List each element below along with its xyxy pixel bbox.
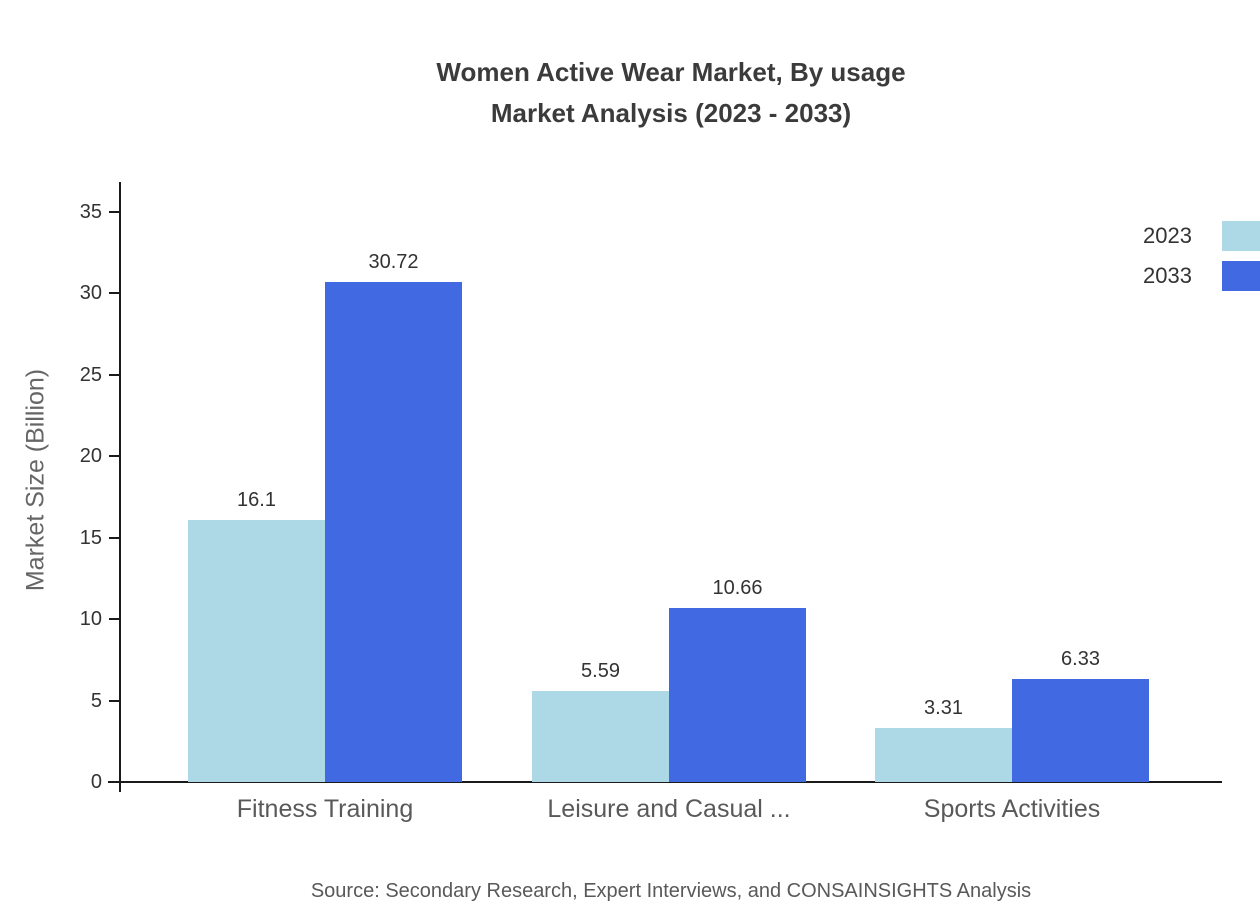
bar-2023-category-1 xyxy=(532,690,669,782)
bar-value-label: 5.59 xyxy=(581,659,620,682)
chart-title-line1: Women Active Wear Market, By usage xyxy=(436,57,906,87)
x-axis-category-label: Leisure and Casual ... xyxy=(547,795,791,823)
legend-label: 2033 xyxy=(1143,263,1192,288)
bar-2033-category-1 xyxy=(669,608,806,782)
x-axis-category-label: Fitness Training xyxy=(236,795,414,823)
chart-title: Women Active Wear Market, By usage Marke… xyxy=(120,52,1222,134)
y-tick-label: 15 xyxy=(79,526,102,549)
y-tick-mark xyxy=(109,211,120,213)
plot-area: 16.1 30.72 5.59 10.66 3.31 6.33 xyxy=(120,212,1222,782)
bar-value-label: 3.31 xyxy=(924,697,963,720)
y-tick-label: 20 xyxy=(79,445,102,468)
bar-2033-category-2 xyxy=(1012,678,1149,782)
bar-value-label: 10.66 xyxy=(712,577,763,600)
bar-value-label: 30.72 xyxy=(368,250,419,273)
y-tick-label: 0 xyxy=(90,771,102,793)
y-tick-mark xyxy=(109,536,120,539)
y-tick-label: 10 xyxy=(79,608,102,631)
y-tick-label: 25 xyxy=(79,363,102,386)
legend-swatch xyxy=(1222,261,1260,291)
y-tick-label: 30 xyxy=(79,282,102,305)
legend: 2023 2033 xyxy=(1143,221,1260,301)
x-axis-category-label: Sports Activities xyxy=(923,795,1101,823)
legend-item-2023: 2023 xyxy=(1143,221,1260,251)
bar-2033-category-0 xyxy=(325,281,462,782)
bar-value-label: 16.1 xyxy=(237,488,276,511)
x-axis-line xyxy=(108,781,1222,783)
y-tick-mark xyxy=(109,618,120,621)
y-axis-line xyxy=(119,182,121,792)
bar-2023-category-0 xyxy=(188,519,325,782)
y-tick-mark xyxy=(109,781,120,783)
y-tick-label: 35 xyxy=(79,201,102,223)
legend-label: 2023 xyxy=(1143,223,1192,248)
y-tick-label: 5 xyxy=(90,689,102,712)
bar-value-label: 6.33 xyxy=(1061,647,1100,670)
legend-swatch xyxy=(1222,221,1260,251)
source-text: Source: Secondary Research, Expert Inter… xyxy=(310,880,1032,902)
y-axis-title: Market Size (Billion) xyxy=(21,368,50,592)
chart-title-line2: Market Analysis (2023 - 2033) xyxy=(490,98,852,128)
y-tick-mark xyxy=(109,699,120,702)
y-tick-mark xyxy=(109,292,120,295)
legend-item-2033: 2033 xyxy=(1143,261,1260,291)
y-tick-mark xyxy=(109,455,120,458)
y-tick-mark xyxy=(109,373,120,376)
bar-2023-category-2 xyxy=(875,728,1012,782)
